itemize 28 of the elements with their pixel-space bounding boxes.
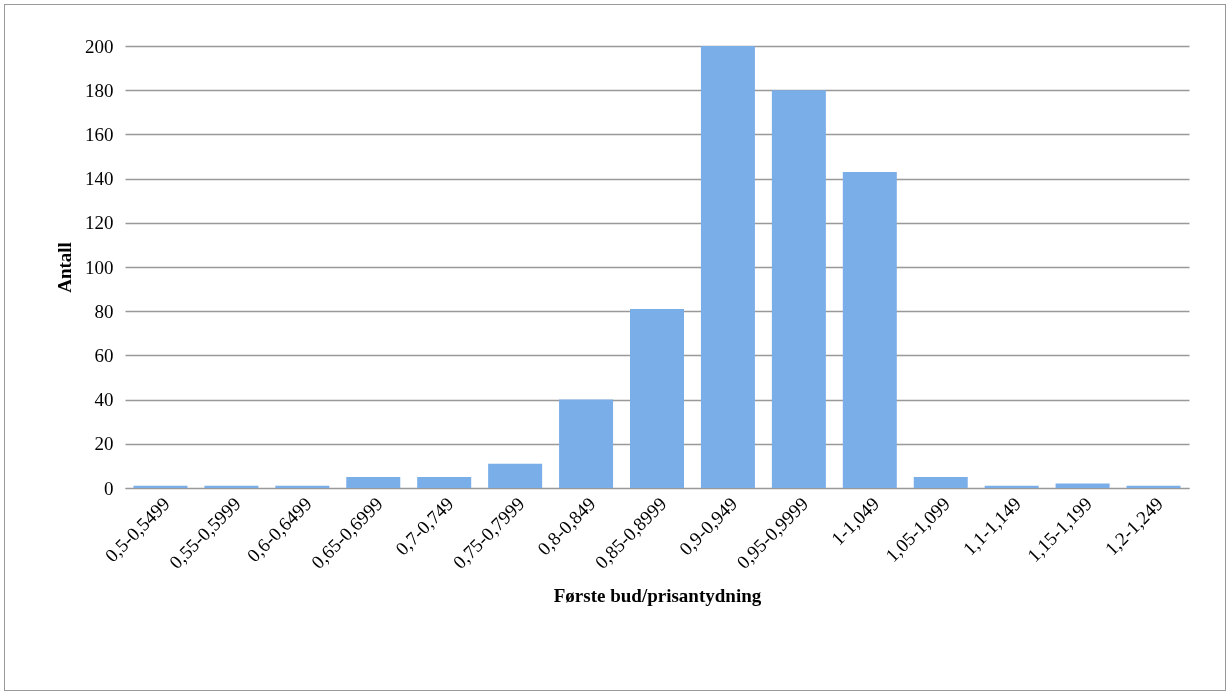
bar (1055, 483, 1110, 488)
y-tick-label: 140 (85, 168, 114, 190)
bar (559, 399, 614, 488)
bar (417, 476, 472, 488)
y-tick-label: 80 (94, 300, 114, 322)
y-tick-label: 0 (104, 477, 114, 499)
y-tick-label: 120 (85, 212, 114, 234)
bar (700, 46, 755, 488)
y-tick-label: 60 (94, 344, 114, 366)
y-tick-label: 100 (85, 256, 114, 278)
bar (275, 485, 330, 488)
bar (771, 90, 826, 488)
bar (842, 171, 897, 488)
y-tick-label: 40 (94, 389, 114, 411)
bar (204, 485, 259, 488)
x-axis-title: Første bud/prisantydning (553, 584, 762, 606)
bar (1126, 485, 1181, 488)
y-tick-label: 200 (85, 35, 114, 57)
bar (488, 463, 543, 488)
bar (984, 485, 1039, 488)
bar (913, 476, 968, 488)
bar (346, 476, 401, 488)
y-tick-label: 20 (94, 433, 114, 455)
y-tick-label: 180 (85, 79, 114, 101)
bar (630, 308, 684, 488)
bar (133, 485, 188, 488)
y-tick-label: 160 (85, 123, 114, 145)
y-axis-title: Antall (54, 242, 75, 293)
